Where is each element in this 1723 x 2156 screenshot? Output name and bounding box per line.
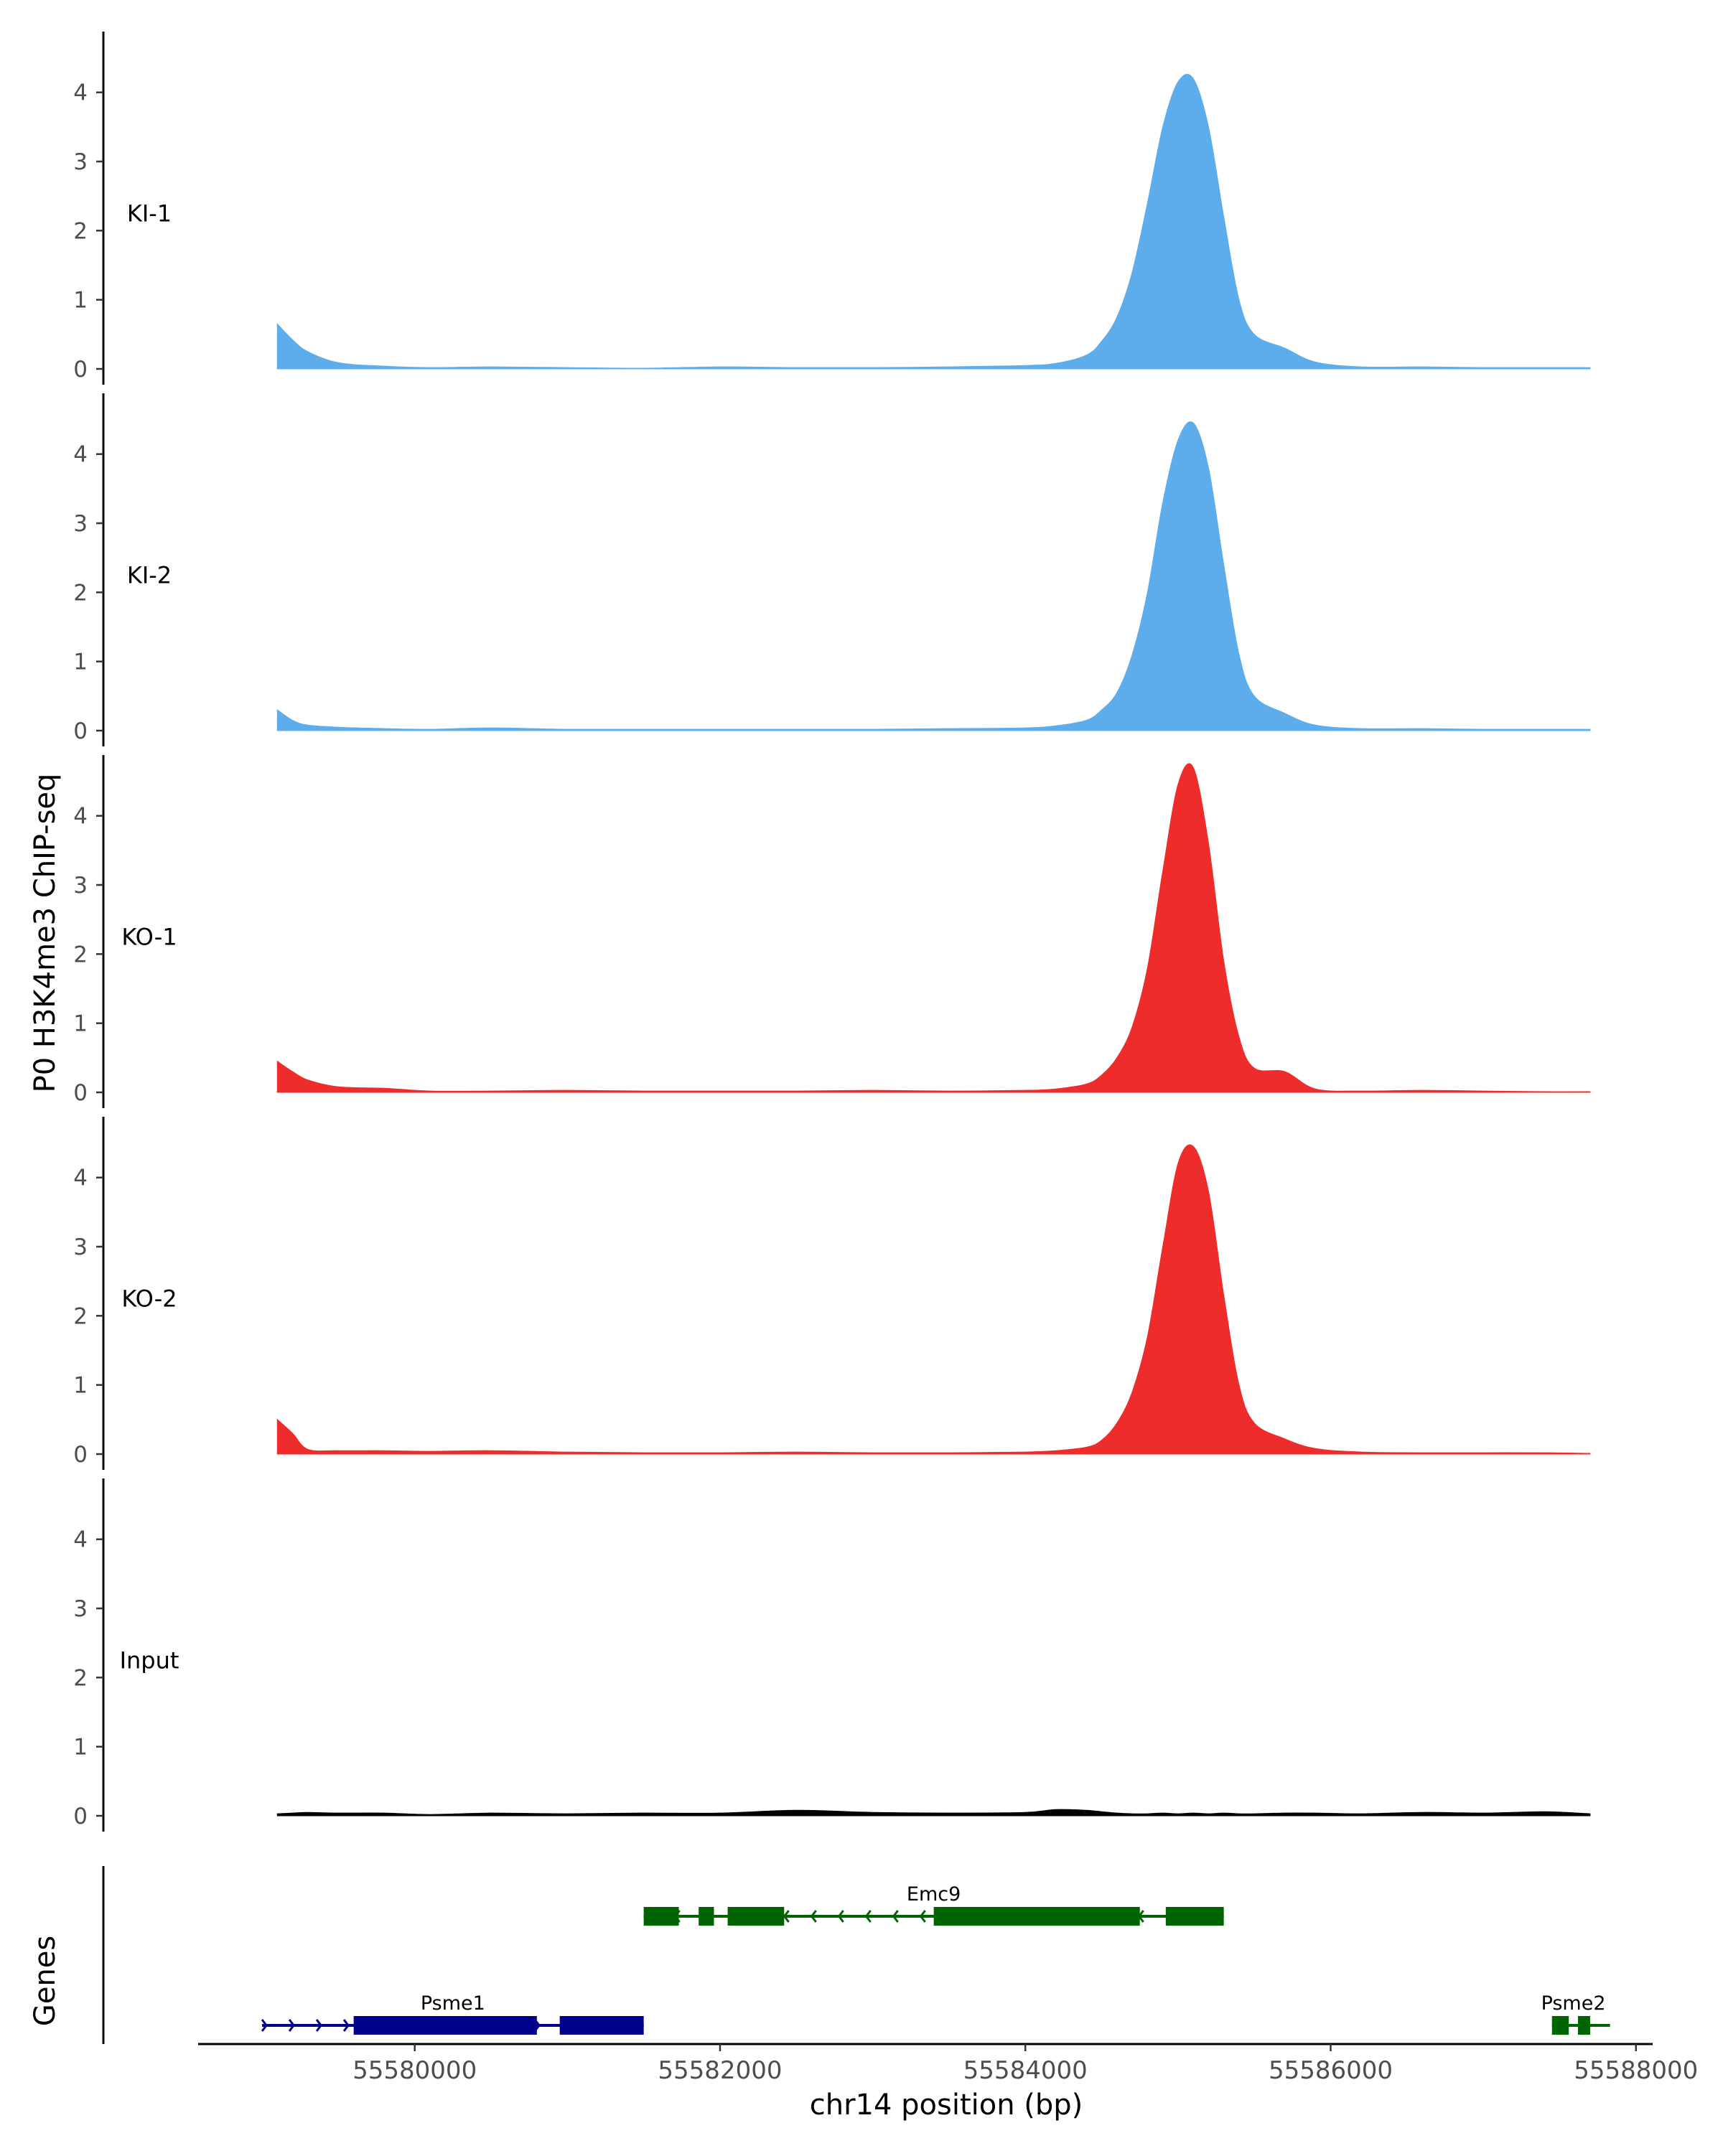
strand-arrow [288, 2019, 295, 2032]
x-axis-label: chr14 position (bp) [810, 2089, 1083, 2122]
gene-name-label: Psme2 [1541, 1992, 1606, 2015]
gene-exon [699, 1907, 714, 1926]
strand-arrow [315, 2019, 322, 2032]
x-tick-label: 55582000 [658, 2056, 782, 2085]
y-tick-label: 1 [73, 1373, 88, 1399]
track-label: KI-1 [127, 200, 172, 227]
strand-arrow [864, 1910, 872, 1923]
gene-exon [1551, 2016, 1569, 2035]
strand-arrow [892, 1910, 899, 1923]
track-label: KO-2 [121, 1285, 177, 1312]
strand-arrow [837, 1910, 844, 1923]
y-tick-label: 3 [73, 511, 88, 537]
track-panel: 0 1 2 3 4 KI-2 [73, 393, 1591, 746]
gene-name-label: Psme1 [421, 1992, 485, 2015]
genes-panel-label: Genes [29, 1936, 62, 2026]
y-tick-label: 2 [73, 942, 88, 967]
signal-area-ko-2 [276, 1144, 1591, 1455]
track-panel: 0 1 2 3 4 KO-1 [73, 755, 1591, 1108]
gene-exon [1165, 1907, 1224, 1926]
y-tick-label: 3 [73, 873, 88, 899]
x-tick-label: 55588000 [1574, 2056, 1698, 2085]
gene-exon [643, 1907, 679, 1926]
y-tick-label: 0 [73, 1442, 88, 1468]
track-panel: 0 1 2 3 4 KI-1 [73, 32, 1591, 385]
signal-area-ki-2 [276, 421, 1591, 731]
y-tick-label: 0 [73, 357, 88, 383]
gene-emc9: Emc9 [643, 1883, 1224, 1926]
y-tick-label: 2 [73, 580, 88, 606]
x-tick-label: 55580000 [352, 2056, 477, 2085]
y-tick-label: 2 [73, 1665, 88, 1691]
y-tick-label: 2 [73, 218, 88, 244]
gene-exon [1577, 2016, 1590, 2035]
y-tick-label: 1 [73, 288, 88, 314]
y-tick-label: 2 [73, 1303, 88, 1329]
strand-arrow [783, 1910, 790, 1923]
x-tick-label: 55584000 [963, 2056, 1088, 2085]
y-tick-label: 0 [73, 1804, 88, 1829]
track-label: KO-1 [121, 923, 177, 950]
y-tick-label: 3 [73, 1596, 88, 1622]
track-label: KI-2 [127, 561, 172, 589]
signal-area-ko-1 [276, 763, 1591, 1093]
y-tick-label: 4 [73, 804, 88, 830]
y-tick-label: 4 [73, 1527, 88, 1553]
y-tick-label: 4 [73, 80, 88, 106]
gene-exon [933, 1907, 1140, 1926]
y-tick-label: 1 [73, 1735, 88, 1761]
strand-arrow [919, 1910, 926, 1923]
track-panel: 0 1 2 3 4 Input [73, 1478, 1591, 1832]
strand-arrow [810, 1910, 817, 1923]
y-axis-label: P0 H3K4me3 ChIP-seq [29, 774, 62, 1093]
y-tick-label: 1 [73, 1011, 88, 1037]
y-tick-label: 3 [73, 1234, 88, 1260]
y-tick-label: 0 [73, 718, 88, 744]
y-tick-label: 3 [73, 149, 88, 175]
y-tick-label: 4 [73, 1166, 88, 1191]
y-tick-label: 0 [73, 1080, 88, 1106]
gene-exon [353, 2016, 537, 2035]
x-tick-label: 55586000 [1269, 2056, 1393, 2085]
strand-arrow [261, 2019, 268, 2032]
y-tick-label: 4 [73, 442, 88, 468]
y-tick-label: 1 [73, 650, 88, 675]
gene-psme2: Psme2 [1541, 1992, 1610, 2035]
gene-exon [559, 2016, 644, 2035]
strand-arrow [342, 2019, 350, 2032]
track-label: Input [120, 1646, 179, 1674]
gene-psme1: Psme1 [261, 1992, 644, 2035]
signal-area-input [276, 1809, 1591, 1817]
gene-name-label: Emc9 [907, 1883, 961, 1906]
track-panel: 0 1 2 3 4 KO-2 [73, 1117, 1591, 1470]
signal-area-ki-1 [276, 73, 1591, 370]
gene-exon [727, 1907, 785, 1926]
